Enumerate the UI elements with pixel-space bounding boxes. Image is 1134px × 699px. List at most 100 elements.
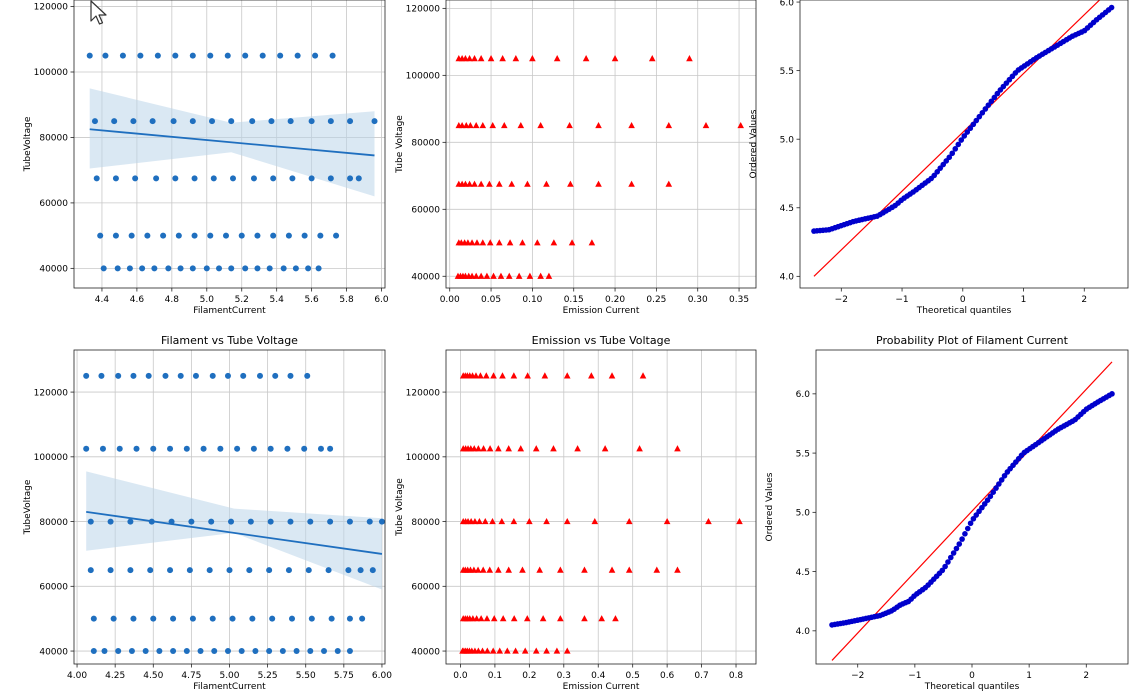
data-point <box>333 232 340 239</box>
data-point <box>287 518 294 525</box>
y-tick-label: 4.5 <box>796 568 810 578</box>
y-axis-label: Ordered Values <box>749 109 759 178</box>
data-point <box>267 445 274 452</box>
data-point <box>97 232 104 239</box>
data-point <box>160 232 167 239</box>
x-tick-label: 5.8 <box>339 295 354 305</box>
regression-line <box>89 128 375 157</box>
data-point <box>327 118 334 125</box>
data-point <box>301 445 308 452</box>
y-tick-label: 80000 <box>39 134 68 144</box>
x-tick-label: 1 <box>1021 295 1027 305</box>
data-point <box>529 55 536 62</box>
x-tick-label: 5.50 <box>296 671 316 681</box>
data-point <box>497 272 505 279</box>
data-point <box>249 118 256 125</box>
data-point <box>955 141 962 148</box>
data-point <box>489 121 497 129</box>
data-point <box>953 545 960 552</box>
x-axis-label: Theoretical quantiles <box>924 682 1020 692</box>
mouse-cursor-icon <box>90 0 107 25</box>
data-point <box>217 445 224 452</box>
data-point <box>486 566 494 573</box>
data-point <box>371 118 378 125</box>
data-point <box>228 118 235 125</box>
x-tick-label: 0.25 <box>646 295 666 305</box>
data-point <box>154 52 161 59</box>
data-point <box>489 517 496 525</box>
plot-area <box>86 52 378 272</box>
data-point <box>224 648 231 655</box>
data-point <box>197 648 204 655</box>
data-point <box>490 615 498 622</box>
data-point <box>950 550 957 556</box>
data-point <box>133 445 140 452</box>
data-point <box>608 372 616 379</box>
data-point <box>568 239 576 246</box>
axes-frame <box>445 0 757 289</box>
data-point <box>534 239 541 246</box>
data-point <box>985 102 992 108</box>
data-point <box>285 232 292 239</box>
data-point <box>505 445 512 452</box>
data-point <box>287 372 294 379</box>
data-point <box>959 536 965 542</box>
y-axis-label: TubeVoltage <box>23 479 33 535</box>
data-point <box>567 180 574 187</box>
y-axis-label: TubeVoltage <box>23 116 33 172</box>
data-point <box>982 106 989 112</box>
data-point <box>1001 472 1008 479</box>
x-tick-label: 0.1 <box>488 671 502 681</box>
data-point <box>144 232 151 239</box>
data-point <box>462 121 470 129</box>
data-point <box>487 55 495 62</box>
data-point <box>737 121 745 129</box>
plot-area <box>829 361 1115 661</box>
confidence-band <box>86 471 382 590</box>
data-point <box>500 121 508 129</box>
data-point <box>736 517 743 525</box>
data-point <box>563 517 571 525</box>
x-tick-label: 4.6 <box>130 295 145 305</box>
data-point <box>279 648 286 655</box>
data-point <box>142 648 149 655</box>
x-tick-label: 5.00 <box>219 671 239 681</box>
data-point <box>1108 4 1115 11</box>
data-point <box>961 133 968 139</box>
data-point <box>466 180 473 187</box>
data-point <box>537 272 544 279</box>
data-point <box>470 566 478 573</box>
data-point <box>321 648 328 655</box>
data-point <box>477 372 484 379</box>
x-tick-label: −2 <box>835 295 848 305</box>
data-point <box>307 648 314 655</box>
data-point <box>116 445 123 452</box>
data-point <box>207 232 214 239</box>
data-point <box>259 52 266 59</box>
data-point <box>210 175 217 182</box>
data-point <box>479 239 487 246</box>
x-tick-label: 5.75 <box>334 671 354 681</box>
data-point <box>308 615 315 622</box>
data-point <box>702 121 710 129</box>
x-axis-label: Emission Current <box>563 682 640 692</box>
data-point <box>665 180 673 187</box>
data-point <box>347 175 354 182</box>
data-point <box>512 55 520 62</box>
data-point <box>591 517 599 525</box>
data-point <box>234 445 241 452</box>
data-point <box>524 180 531 187</box>
data-point <box>128 232 135 239</box>
data-point <box>156 648 163 655</box>
x-tick-label: 0.35 <box>729 295 749 305</box>
data-point <box>541 372 549 379</box>
data-point <box>366 518 373 525</box>
data-point <box>479 566 487 573</box>
data-point <box>317 232 324 239</box>
data-point <box>939 567 946 574</box>
data-point <box>958 137 965 143</box>
data-point <box>543 180 550 187</box>
data-point <box>506 239 514 246</box>
data-point <box>976 113 983 120</box>
data-point <box>467 121 474 129</box>
